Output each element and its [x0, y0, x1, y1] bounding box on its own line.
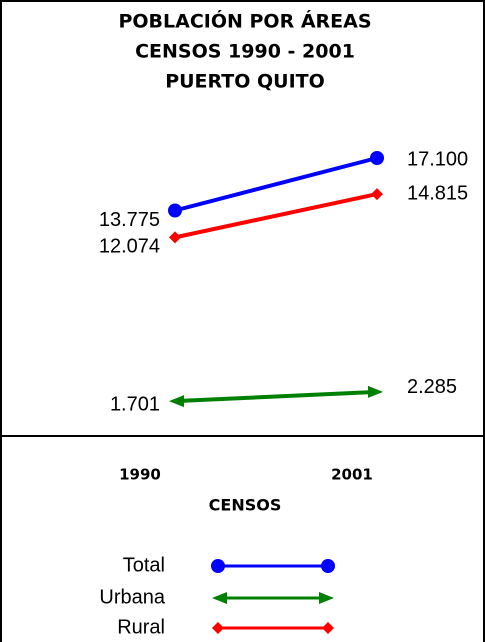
line: [174, 389, 378, 404]
data-label: 13.775: [99, 209, 160, 231]
legend-marker: [322, 622, 334, 634]
legend-marker: [212, 622, 224, 634]
legend-marker: [211, 559, 225, 573]
legend-label: Rural: [117, 616, 165, 638]
marker: [370, 151, 384, 165]
x-axis-label: CENSOS: [209, 496, 282, 515]
data-label: 14.815: [407, 182, 468, 204]
x-tick-label: 2001: [331, 466, 373, 484]
legend-marker: [319, 592, 334, 604]
marker: [371, 188, 383, 201]
legend-marker: [212, 592, 227, 604]
x-tick-label: 1990: [119, 466, 161, 484]
data-label: 1.701: [110, 393, 160, 415]
data-label: 12.074: [99, 236, 160, 258]
legend-label: Urbana: [99, 586, 165, 608]
marker: [368, 385, 383, 398]
marker: [169, 395, 184, 408]
legend-label: Total: [123, 554, 165, 576]
chart-title: PUERTO QUITO: [165, 71, 325, 93]
data-label: 17.100: [407, 148, 468, 170]
chart-title: POBLACIÓN POR ÁREAS: [118, 9, 371, 33]
marker: [169, 231, 181, 244]
chart-title: CENSOS 1990 - 2001: [135, 41, 355, 63]
data-label: 2.285: [407, 376, 457, 398]
legend-marker: [321, 559, 335, 573]
marker: [168, 203, 182, 218]
line: [174, 156, 378, 213]
line: [174, 192, 378, 240]
